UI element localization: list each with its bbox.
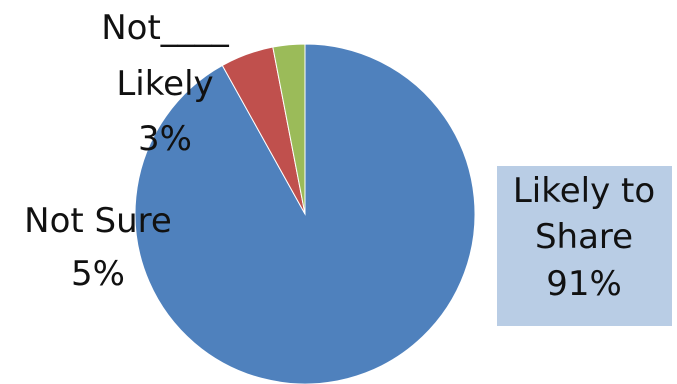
pie-label-1-line-1: 5% bbox=[71, 254, 125, 294]
pie-slices bbox=[134, 43, 476, 384]
pie-label-0-line-0: Likely to bbox=[513, 171, 655, 211]
pie-slice-2 bbox=[272, 43, 306, 215]
pie-label-1-line-0: Not Sure bbox=[24, 201, 172, 241]
pie-label-2-line-1: Likely bbox=[116, 64, 213, 104]
pie-label-2-line-2: 3% bbox=[138, 119, 192, 159]
pie-label-2-line-0: Not____ bbox=[101, 8, 230, 48]
pie-labels: Likely to Share 91% Not Sure 5% Not____ Likely… bbox=[24, 8, 672, 326]
pie-label-box-0 bbox=[497, 166, 672, 326]
pie-label-0: Likely to Share 91% bbox=[497, 166, 672, 326]
pie-label-1: Not Sure 5% bbox=[24, 201, 172, 294]
pie-label-0-line-1: Share bbox=[535, 217, 633, 257]
pie-label-0-line-2: 91% bbox=[546, 264, 622, 304]
pie-label-2: Not____ Likely 3% bbox=[101, 8, 230, 159]
